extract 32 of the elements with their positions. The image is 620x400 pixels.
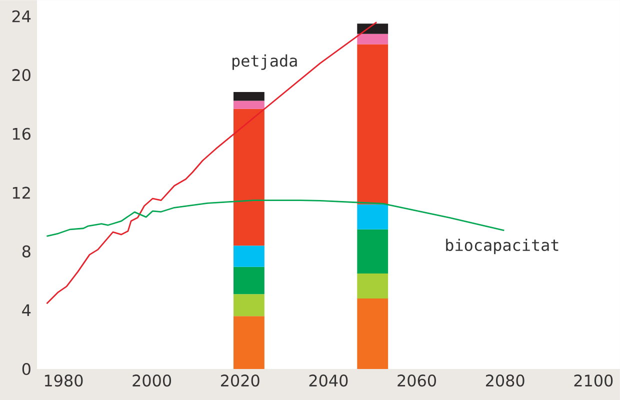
- bar: [234, 246, 264, 267]
- bar: [357, 204, 388, 230]
- y-tick-label: 12: [12, 186, 30, 199]
- bar: [234, 266, 264, 294]
- bar: [357, 24, 388, 34]
- y-tick-label: 8: [22, 245, 30, 258]
- bar: [357, 273, 388, 298]
- bar: [357, 229, 388, 274]
- x-tick-label: 2080: [486, 374, 524, 387]
- x-tick-label: 1980: [44, 374, 83, 387]
- y-tick-label: 0: [22, 362, 30, 376]
- bar: [234, 294, 264, 316]
- bar: [234, 92, 264, 101]
- x-tick-label: 2020: [221, 374, 260, 387]
- bar: [234, 108, 264, 246]
- bar: [357, 44, 388, 204]
- bar: [357, 298, 388, 370]
- bar: [357, 34, 388, 44]
- x-tick-label: 2100: [574, 374, 613, 387]
- y-tick-label: 4: [22, 304, 31, 316]
- x-tick-label: 2060: [398, 374, 436, 387]
- x-tick-label: 2040: [309, 374, 348, 387]
- series-label: petjada: [232, 54, 297, 70]
- y-tick-label: 20: [12, 69, 30, 82]
- series-label: biocapacitat: [446, 238, 558, 254]
- line-series: [46, 200, 505, 237]
- bar: [234, 316, 264, 370]
- x-tick-label: 2000: [132, 374, 172, 387]
- bar: [234, 100, 264, 109]
- y-tick-label: 16: [12, 128, 30, 140]
- y-tick-label: 24: [12, 10, 31, 22]
- line-series: [46, 21, 378, 304]
